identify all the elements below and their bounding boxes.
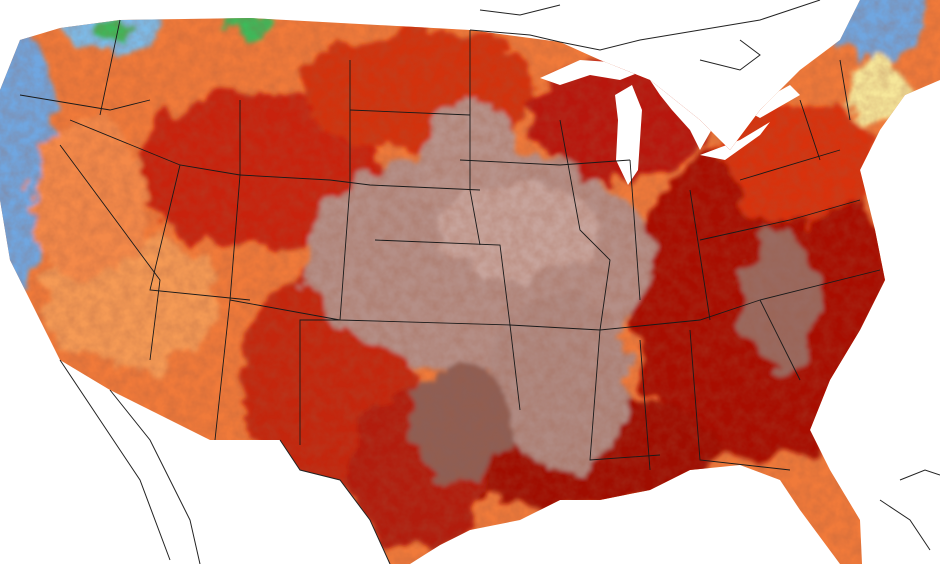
coastlines (59, 0, 940, 564)
state-borders (19, 19, 881, 471)
